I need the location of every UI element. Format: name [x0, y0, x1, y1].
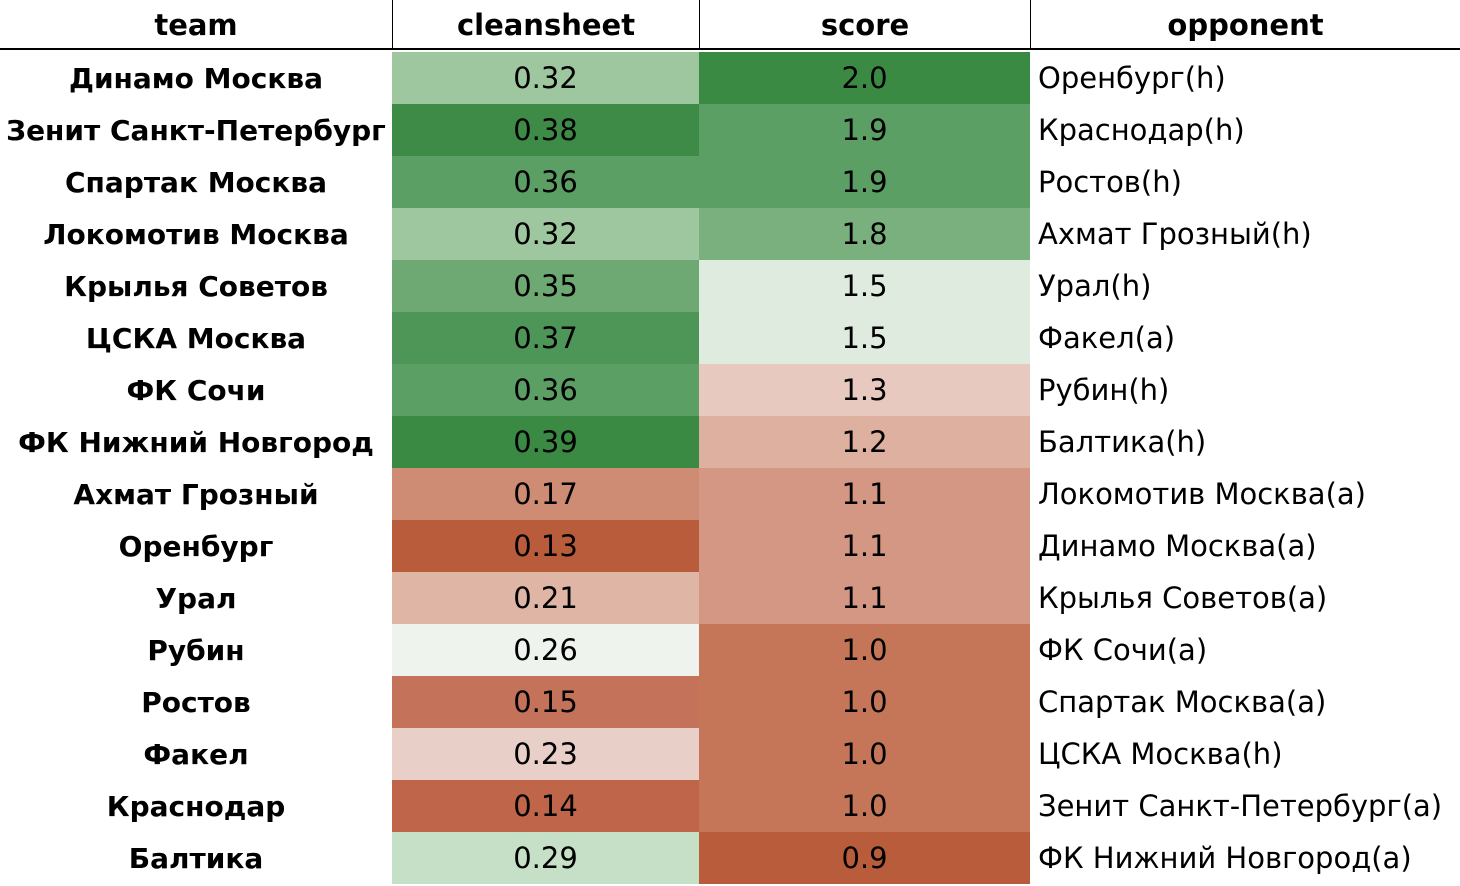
header-team: team: [0, 0, 393, 50]
team-cell: Локомотив Москва: [43, 217, 349, 251]
opponent-cell: Спартак Москва(a): [1038, 685, 1327, 719]
opponent-cell: Локомотив Москва(a): [1038, 477, 1366, 511]
team-cell: Ростов: [141, 685, 251, 719]
opponent-cell: Ахмат Грозный(h): [1038, 217, 1312, 251]
team-cell: Факел: [143, 737, 249, 771]
table-row: Рубин 0.26 1.0 ФК Сочи(a): [0, 624, 1460, 676]
cleansheet-cell: 0.37: [392, 312, 699, 364]
cleansheet-cell: 0.36: [392, 156, 699, 208]
opponent-cell: Оренбург(h): [1038, 61, 1226, 95]
score-cell: 2.0: [699, 52, 1030, 104]
cleansheet-cell: 0.17: [392, 468, 699, 520]
header-opponent: opponent: [1167, 8, 1324, 42]
score-cell: 1.9: [699, 104, 1030, 156]
team-cell: Краснодар: [106, 789, 286, 823]
table-row: ЦСКА Москва 0.37 1.5 Факел(a): [0, 312, 1460, 364]
team-cell: Крылья Советов: [64, 269, 328, 303]
cleansheet-cell: 0.39: [392, 416, 699, 468]
table-row: Крылья Советов 0.35 1.5 Урал(h): [0, 260, 1460, 312]
opponent-cell: Краснодар(h): [1038, 113, 1245, 147]
team-cell: Динамо Москва: [69, 61, 323, 95]
score-cell: 1.9: [699, 156, 1030, 208]
team-cell: Рубин: [147, 633, 245, 667]
cleansheet-cell: 0.23: [392, 728, 699, 780]
table-row: Оренбург 0.13 1.1 Динамо Москва(a): [0, 520, 1460, 572]
table-row: Спартак Москва 0.36 1.9 Ростов(h): [0, 156, 1460, 208]
table-row: ФК Сочи 0.36 1.3 Рубин(h): [0, 364, 1460, 416]
table-row: Ахмат Грозный 0.17 1.1 Локомотив Москва(a): [0, 468, 1460, 520]
score-cell: 1.1: [699, 572, 1030, 624]
cleansheet-cell: 0.29: [392, 832, 699, 884]
team-cell: ФК Сочи: [126, 373, 266, 407]
score-cell: 1.0: [699, 728, 1030, 780]
table-row: Урал 0.21 1.1 Крылья Советов(a): [0, 572, 1460, 624]
score-cell: 0.9: [699, 832, 1030, 884]
score-cell: 1.5: [699, 260, 1030, 312]
table-row: Зенит Санкт-Петербург 0.38 1.9 Краснодар(h): [0, 104, 1460, 156]
team-cell: Ахмат Грозный: [73, 477, 319, 511]
table-row: Динамо Москва 0.32 2.0 Оренбург(h): [0, 52, 1460, 104]
team-cell: ФК Нижний Новгород: [18, 425, 374, 459]
cleansheet-cell: 0.35: [392, 260, 699, 312]
cleansheet-cell: 0.13: [392, 520, 699, 572]
opponent-cell: Балтика(h): [1038, 425, 1207, 459]
table-row: Факел 0.23 1.0 ЦСКА Москва(h): [0, 728, 1460, 780]
opponent-cell: ФК Сочи(a): [1038, 633, 1208, 667]
score-cell: 1.2: [699, 416, 1030, 468]
cleansheet-cell: 0.21: [392, 572, 699, 624]
team-cell: Урал: [155, 581, 237, 615]
opponent-cell: Урал(h): [1038, 269, 1152, 303]
cleansheet-cell: 0.14: [392, 780, 699, 832]
team-cell: ЦСКА Москва: [85, 321, 307, 355]
opponent-cell: ФК Нижний Новгород(a): [1038, 841, 1412, 875]
cleansheet-cell: 0.32: [392, 208, 699, 260]
opponent-cell: Факел(a): [1038, 321, 1176, 355]
score-cell: 1.1: [699, 520, 1030, 572]
score-cell: 1.5: [699, 312, 1030, 364]
opponent-cell: Ростов(h): [1038, 165, 1182, 199]
score-cell: 1.3: [699, 364, 1030, 416]
team-cell: Балтика: [128, 841, 264, 875]
score-cell: 1.1: [699, 468, 1030, 520]
header-row: team cleansheet score opponent: [0, 0, 1460, 50]
cleansheet-cell: 0.36: [392, 364, 699, 416]
opponent-cell: Зенит Санкт-Петербург(a): [1038, 789, 1443, 823]
score-cell: 1.0: [699, 780, 1030, 832]
table-row: Балтика 0.29 0.9 ФК Нижний Новгород(a): [0, 832, 1460, 884]
opponent-cell: Динамо Москва(a): [1038, 529, 1317, 563]
score-cell: 1.8: [699, 208, 1030, 260]
opponent-cell: Рубин(h): [1038, 373, 1170, 407]
table-row: Ростов 0.15 1.0 Спартак Москва(a): [0, 676, 1460, 728]
opponent-cell: Крылья Советов(a): [1038, 581, 1328, 615]
header-cleansheet: cleansheet: [393, 0, 700, 50]
table-row: Локомотив Москва 0.32 1.8 Ахмат Грозный(h): [0, 208, 1460, 260]
cleansheet-cell: 0.38: [392, 104, 699, 156]
table-row: ФК Нижний Новгород 0.39 1.2 Балтика(h): [0, 416, 1460, 468]
score-cell: 1.0: [699, 624, 1030, 676]
header-score: score: [700, 0, 1031, 50]
cleansheet-cell: 0.26: [392, 624, 699, 676]
cleansheet-cell: 0.15: [392, 676, 699, 728]
cleansheet-cell: 0.32: [392, 52, 699, 104]
team-cell: Зенит Санкт-Петербург: [6, 113, 386, 147]
table-row: Краснодар 0.14 1.0 Зенит Санкт-Петербург(a): [0, 780, 1460, 832]
team-cell: Оренбург: [118, 529, 274, 563]
opponent-cell: ЦСКА Москва(h): [1038, 737, 1283, 771]
score-cell: 1.0: [699, 676, 1030, 728]
team-cell: Спартак Москва: [64, 165, 328, 199]
